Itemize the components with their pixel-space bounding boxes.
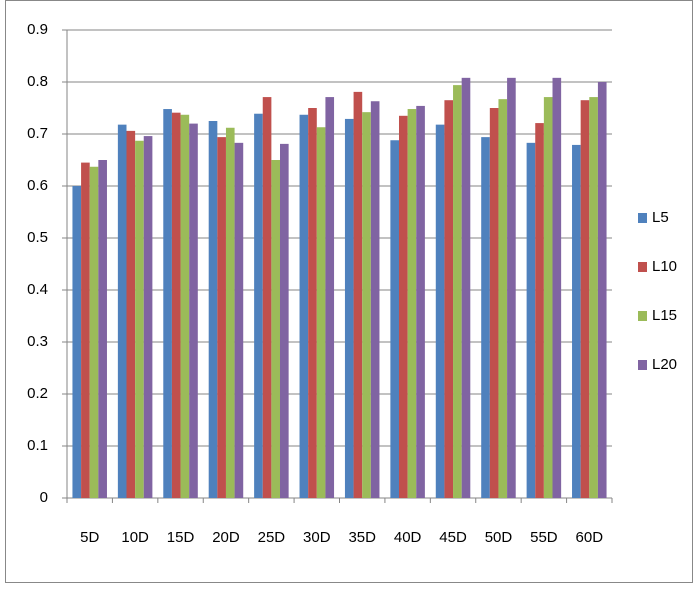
x-tick-label: 40D [394, 529, 422, 546]
bar [316, 127, 326, 499]
bar [526, 142, 536, 498]
bar [81, 162, 90, 498]
bar [398, 115, 408, 499]
bar [234, 142, 244, 498]
bar [180, 114, 190, 498]
x-tick-label: 15D [167, 529, 195, 546]
bar [299, 114, 309, 498]
y-tick-label: 0.3 [27, 333, 48, 350]
bar [444, 100, 454, 498]
bar [589, 97, 598, 498]
bar [171, 112, 181, 499]
x-tick-label: 50D [485, 529, 513, 546]
legend-swatch [638, 311, 647, 321]
bar [507, 77, 516, 498]
legend-label: L15 [652, 307, 677, 324]
bar [189, 123, 198, 498]
x-tick-label: 60D [576, 529, 604, 546]
bar [489, 108, 499, 498]
bar [262, 97, 272, 498]
y-tick-label: 0.4 [27, 281, 48, 298]
bar [143, 136, 153, 498]
bar [572, 144, 581, 499]
bar [416, 105, 425, 499]
x-tick-label: 10D [121, 529, 149, 546]
bar [461, 77, 471, 498]
legend-swatch [638, 360, 647, 370]
bar [72, 186, 82, 498]
bar [481, 137, 490, 498]
x-tick-label: 20D [212, 529, 240, 546]
bar [308, 108, 317, 498]
y-tick-label: 0.5 [27, 229, 48, 246]
bar [435, 124, 445, 498]
bar [353, 91, 363, 498]
y-tick-label: 0.2 [27, 385, 48, 402]
legend-label: L10 [652, 258, 677, 275]
x-tick-label: 25D [258, 529, 286, 546]
bar [407, 109, 417, 498]
x-tick-label: 55D [530, 529, 558, 546]
x-tick-label: 45D [439, 529, 467, 546]
legend-swatch [638, 262, 647, 272]
bar [543, 97, 553, 498]
bar [453, 85, 462, 499]
bar [325, 97, 335, 498]
bar [126, 130, 136, 498]
y-tick-label: 0.8 [27, 73, 48, 90]
bar [135, 140, 144, 498]
bar [98, 160, 107, 498]
y-tick-label: 0.1 [27, 437, 48, 454]
bar [271, 160, 281, 498]
legend-swatch [638, 213, 647, 223]
bar [597, 82, 607, 498]
bar [390, 140, 399, 499]
bar [117, 124, 127, 498]
bar [344, 118, 354, 499]
bar [163, 109, 172, 498]
bar [498, 99, 508, 498]
bar [89, 166, 99, 498]
bar [535, 123, 544, 498]
bar [362, 112, 371, 498]
bar [280, 143, 289, 498]
x-tick-label: 5D [80, 529, 99, 546]
x-tick-label: 35D [348, 529, 376, 546]
bar [254, 113, 263, 498]
y-tick-label: 0.6 [27, 177, 48, 194]
x-tick-label: 30D [303, 529, 331, 546]
bar [225, 127, 235, 498]
bar [370, 101, 380, 499]
y-tick-label: 0.7 [27, 125, 48, 142]
y-tick-label: 0 [40, 489, 48, 506]
legend-label: L20 [652, 356, 677, 373]
bar [580, 100, 590, 498]
bar [552, 77, 562, 498]
legend-label: L5 [652, 209, 669, 226]
bar [208, 121, 218, 498]
y-tick-label: 0.9 [27, 21, 48, 38]
bar [217, 137, 226, 498]
